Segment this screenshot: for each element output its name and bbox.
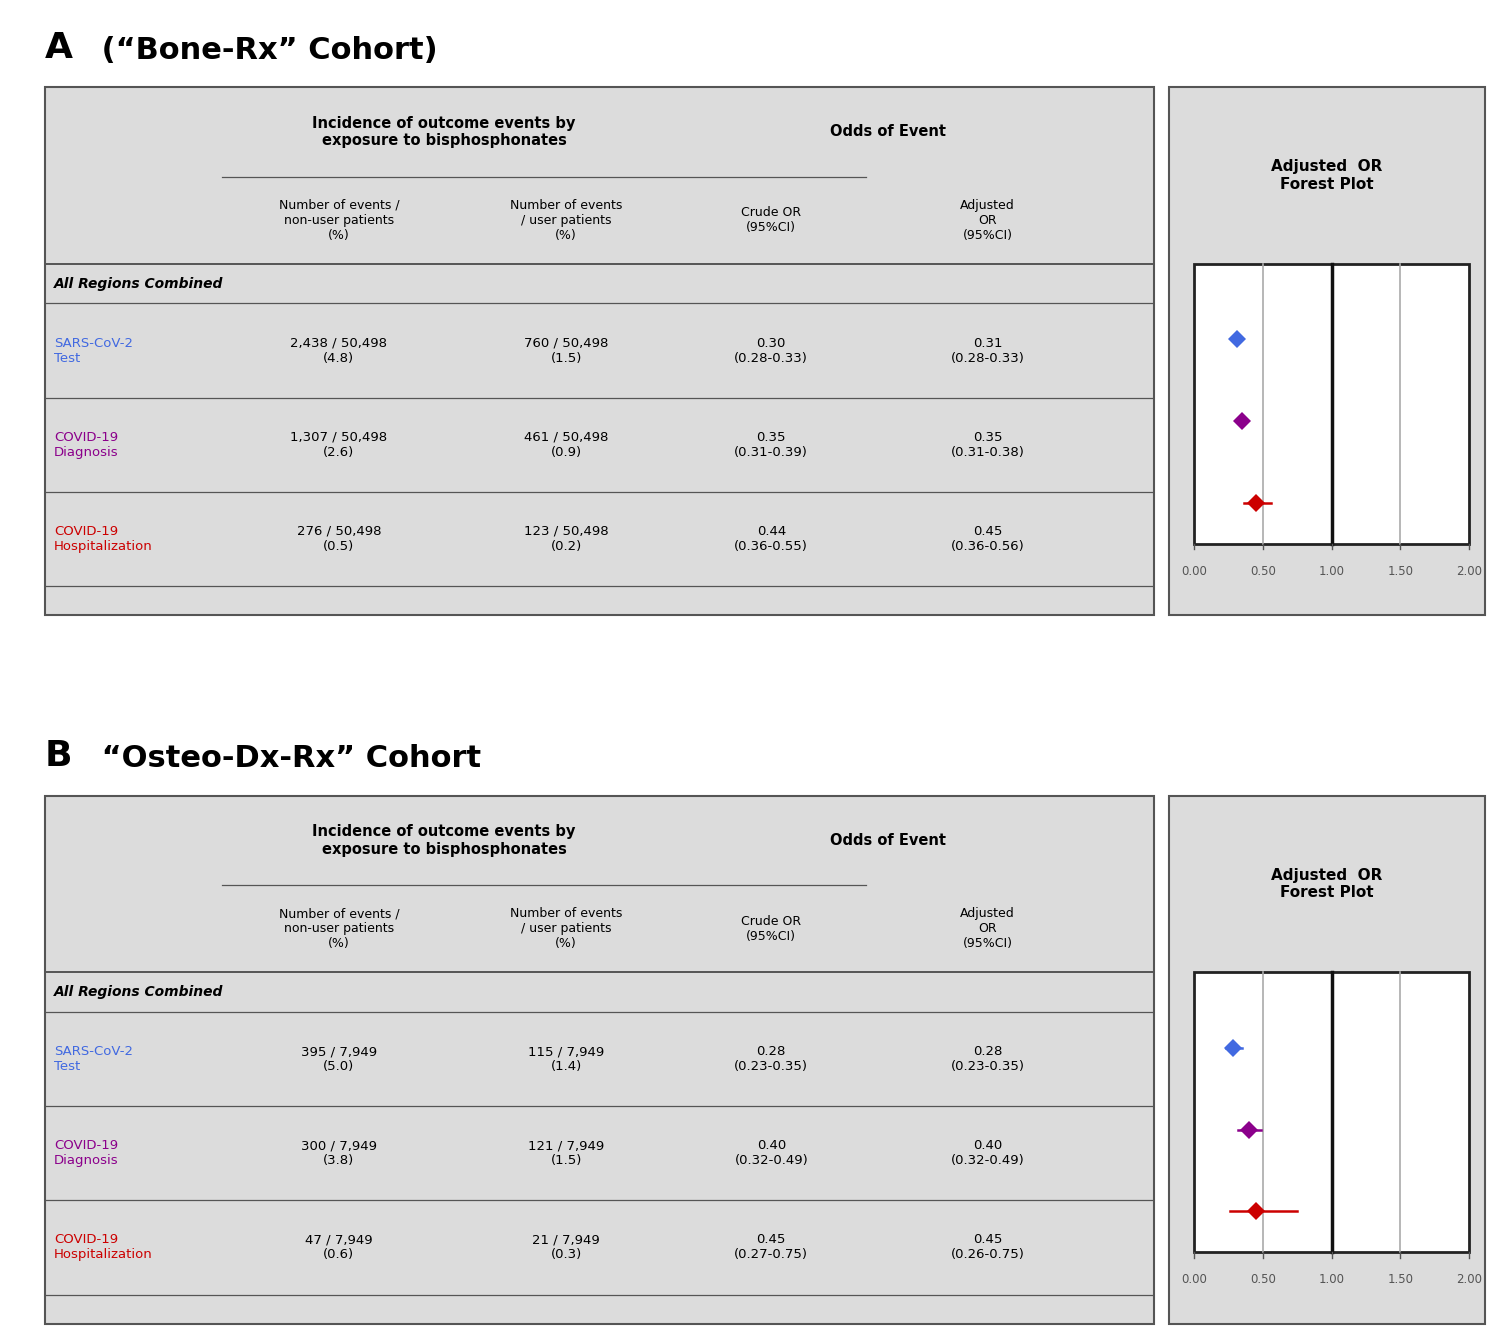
FancyBboxPatch shape	[1194, 263, 1468, 544]
Text: 1.50: 1.50	[1388, 1273, 1413, 1286]
Text: COVID-19
Diagnosis: COVID-19 Diagnosis	[54, 1139, 118, 1167]
FancyBboxPatch shape	[45, 796, 1154, 1324]
Text: Odds of Event: Odds of Event	[830, 833, 945, 848]
Text: 2,438 / 50,498
(4.8): 2,438 / 50,498 (4.8)	[291, 337, 387, 365]
FancyBboxPatch shape	[1194, 972, 1468, 1253]
Text: Adjusted  OR
Forest Plot: Adjusted OR Forest Plot	[1270, 159, 1383, 191]
Text: 0.28
(0.23-0.35): 0.28 (0.23-0.35)	[735, 1046, 809, 1074]
Text: 1,307 / 50,498
(2.6): 1,307 / 50,498 (2.6)	[291, 431, 387, 459]
Text: 2.00: 2.00	[1456, 564, 1482, 578]
Text: 461 / 50,498
(0.9): 461 / 50,498 (0.9)	[524, 431, 609, 459]
Text: COVID-19
Hospitalization: COVID-19 Hospitalization	[54, 525, 153, 554]
Text: 1.50: 1.50	[1388, 564, 1413, 578]
Text: 395 / 7,949
(5.0): 395 / 7,949 (5.0)	[302, 1046, 376, 1074]
Text: Odds of Event: Odds of Event	[830, 124, 945, 139]
Text: 760 / 50,498
(1.5): 760 / 50,498 (1.5)	[524, 337, 609, 365]
Text: 21 / 7,949
(0.3): 21 / 7,949 (0.3)	[532, 1234, 600, 1262]
Text: 0.44
(0.36-0.55): 0.44 (0.36-0.55)	[735, 525, 809, 554]
Text: All Regions Combined: All Regions Combined	[54, 985, 223, 999]
Text: 276 / 50,498
(0.5): 276 / 50,498 (0.5)	[297, 525, 381, 554]
Text: “Osteo-Dx-Rx” Cohort: “Osteo-Dx-Rx” Cohort	[92, 745, 482, 773]
Text: 0.50: 0.50	[1250, 564, 1276, 578]
Text: 0.28
(0.23-0.35): 0.28 (0.23-0.35)	[951, 1046, 1024, 1074]
Text: Number of events
/ user patients
(%): Number of events / user patients (%)	[510, 908, 622, 951]
Text: 2.00: 2.00	[1456, 1273, 1482, 1286]
Text: 0.40
(0.32-0.49): 0.40 (0.32-0.49)	[951, 1139, 1024, 1167]
Text: COVID-19
Hospitalization: COVID-19 Hospitalization	[54, 1234, 153, 1262]
Text: A: A	[45, 31, 74, 64]
Text: 0.50: 0.50	[1250, 1273, 1276, 1286]
Text: Crude OR
(95%CI): Crude OR (95%CI)	[741, 915, 801, 943]
Text: Number of events /
non-user patients
(%): Number of events / non-user patients (%)	[279, 199, 399, 242]
Text: Number of events
/ user patients
(%): Number of events / user patients (%)	[510, 199, 622, 242]
Text: 0.45
(0.26-0.75): 0.45 (0.26-0.75)	[951, 1234, 1024, 1262]
FancyBboxPatch shape	[1168, 796, 1485, 1324]
Text: 0.45
(0.27-0.75): 0.45 (0.27-0.75)	[735, 1234, 809, 1262]
Text: 0.35
(0.31-0.38): 0.35 (0.31-0.38)	[951, 431, 1024, 459]
Text: 0.00: 0.00	[1180, 564, 1208, 578]
FancyBboxPatch shape	[1168, 87, 1485, 615]
Text: 121 / 7,949
(1.5): 121 / 7,949 (1.5)	[528, 1139, 605, 1167]
Text: 115 / 7,949
(1.4): 115 / 7,949 (1.4)	[528, 1046, 605, 1074]
Text: 0.30
(0.28-0.33): 0.30 (0.28-0.33)	[735, 337, 809, 365]
Text: SARS-CoV-2
Test: SARS-CoV-2 Test	[54, 1046, 134, 1074]
Text: 1.00: 1.00	[1318, 564, 1344, 578]
Text: 0.35
(0.31-0.39): 0.35 (0.31-0.39)	[735, 431, 809, 459]
Text: 0.40
(0.32-0.49): 0.40 (0.32-0.49)	[735, 1139, 809, 1167]
Text: 123 / 50,498
(0.2): 123 / 50,498 (0.2)	[524, 525, 609, 554]
Text: Crude OR
(95%CI): Crude OR (95%CI)	[741, 206, 801, 234]
Text: Incidence of outcome events by
exposure to bisphosphonates: Incidence of outcome events by exposure …	[312, 115, 576, 148]
Text: (“Bone-Rx” Cohort): (“Bone-Rx” Cohort)	[92, 36, 438, 64]
Text: Adjusted
OR
(95%CI): Adjusted OR (95%CI)	[960, 908, 1016, 951]
Text: All Regions Combined: All Regions Combined	[54, 277, 223, 290]
Text: Number of events /
non-user patients
(%): Number of events / non-user patients (%)	[279, 908, 399, 951]
Text: Adjusted  OR
Forest Plot: Adjusted OR Forest Plot	[1270, 868, 1383, 900]
Text: SARS-CoV-2
Test: SARS-CoV-2 Test	[54, 337, 134, 365]
Text: 1.00: 1.00	[1318, 1273, 1344, 1286]
Text: 47 / 7,949
(0.6): 47 / 7,949 (0.6)	[304, 1234, 372, 1262]
Text: COVID-19
Diagnosis: COVID-19 Diagnosis	[54, 431, 118, 459]
Text: 0.31
(0.28-0.33): 0.31 (0.28-0.33)	[951, 337, 1024, 365]
Text: 300 / 7,949
(3.8): 300 / 7,949 (3.8)	[302, 1139, 376, 1167]
Text: 0.45
(0.36-0.56): 0.45 (0.36-0.56)	[951, 525, 1024, 554]
Text: B: B	[45, 739, 72, 773]
Text: Adjusted
OR
(95%CI): Adjusted OR (95%CI)	[960, 199, 1016, 242]
Text: 0.00: 0.00	[1180, 1273, 1208, 1286]
Text: Incidence of outcome events by
exposure to bisphosphonates: Incidence of outcome events by exposure …	[312, 824, 576, 857]
FancyBboxPatch shape	[45, 87, 1154, 615]
